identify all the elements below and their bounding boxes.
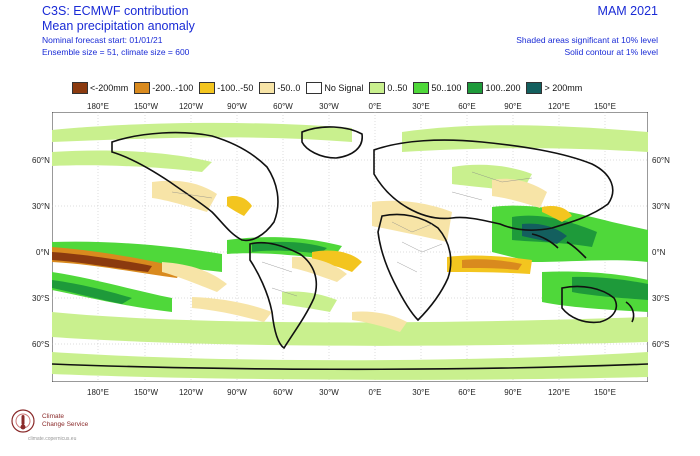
lat-label: 0°N [652,248,666,257]
lat-label: 30°N [32,202,50,211]
legend-item: <-200mm [72,82,128,94]
legend-item: No Signal [306,82,363,94]
lat-label: 30°S [652,294,670,303]
legend-swatch [369,82,386,94]
header-right: MAM 2021 Shaded areas significant at 10%… [516,4,658,58]
dry-anomaly-shading [52,178,572,332]
map-subtitle: Mean precipitation anomaly [42,19,195,33]
legend-item: 50..100 [413,82,461,94]
contour-note: Solid contour at 1% level [564,47,658,57]
legend-swatch [259,82,276,94]
lon-label: 30°E [412,102,430,111]
map-title: C3S: ECMWF contribution [42,4,189,18]
map-svg [51,111,649,383]
legend-swatch [134,82,151,94]
legend-swatch [526,82,543,94]
legend-item: -200..-100 [134,82,193,94]
forecast-period: MAM 2021 [597,4,658,18]
lat-label: 60°S [32,340,50,349]
lon-label: 150°E [594,388,616,397]
copernicus-url[interactable]: climate.copernicus.eu [28,436,77,442]
anomaly-map [51,111,649,383]
logo-line2: Change Service [42,421,89,428]
country-borders [171,171,533,297]
lat-label: 60°S [652,340,670,349]
legend-swatch [413,82,430,94]
lon-label: 150°W [133,102,159,111]
lat-label: 0°N [36,248,50,257]
lon-label: 120°E [548,102,570,111]
lon-label: 0°E [368,102,382,111]
lat-label: 30°N [652,202,670,211]
lon-label: 90°E [504,388,522,397]
lat-label: 30°S [32,294,50,303]
lon-label: 90°W [227,388,247,397]
lon-label: 120°W [178,102,204,111]
lon-label: 60°E [458,388,476,397]
header-left: C3S: ECMWF contribution Mean precipitati… [42,4,195,58]
lon-label: 60°W [273,388,293,397]
forecast-start: Nominal forecast start: 01/01/21 [42,35,163,45]
lon-label: 90°E [504,102,522,111]
logo-line1: Climate [42,413,65,420]
significance-note: Shaded areas significant at 10% level [516,35,658,45]
legend-swatch [306,82,323,94]
lat-label: 60°N [32,156,50,165]
copernicus-logo: Climate Change Service [10,406,88,436]
ensemble-size: Ensemble size = 51, climate size = 600 [42,47,190,57]
coastlines [51,126,649,371]
lon-label: 180°E [87,102,109,111]
legend-item: -50..0 [259,82,300,94]
legend-item: 100..200 [467,82,520,94]
legend-item: -100..-50 [199,82,253,94]
climate-service-icon [11,409,35,433]
legend-item: > 200mm [526,82,582,94]
lon-label: 60°E [458,102,476,111]
lon-label: 120°W [178,388,204,397]
legend-swatch [72,82,88,94]
lon-label: 0°E [368,388,382,397]
lon-label: 30°W [319,388,339,397]
legend-item: 0..50 [369,82,407,94]
lon-label: 180°E [87,388,109,397]
lon-label: 90°W [227,102,247,111]
lat-label: 60°N [652,156,670,165]
legend-swatch [467,82,484,94]
lon-label: 150°E [594,102,616,111]
lon-label: 120°E [548,388,570,397]
lon-label: 30°W [319,102,339,111]
lon-label: 30°E [412,388,430,397]
lon-label: 150°W [133,388,159,397]
legend-swatch [199,82,216,94]
color-legend: <-200mm -200..-100 -100..-50 -50..0 No S… [72,82,588,94]
lon-label: 60°W [273,102,293,111]
